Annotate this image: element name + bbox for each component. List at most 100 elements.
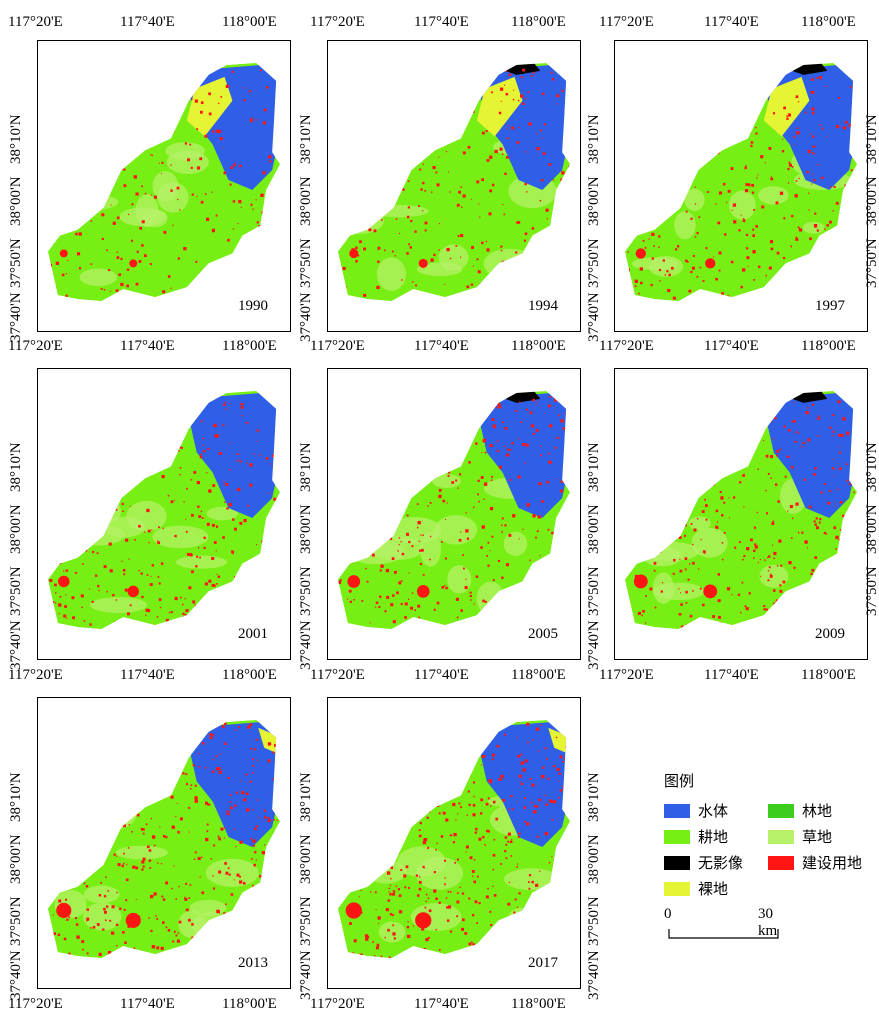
built-up-pixel <box>238 726 241 728</box>
built-up-pixel <box>662 259 665 262</box>
built-up-pixel <box>518 538 520 540</box>
built-up-pixel <box>416 894 420 897</box>
built-up-pixel <box>96 923 100 926</box>
built-up-pixel <box>488 212 492 216</box>
built-up-pixel <box>831 238 834 241</box>
built-up-pixel <box>768 146 772 150</box>
built-up-pixel <box>626 197 629 200</box>
built-up-pixel <box>443 108 447 112</box>
built-up-pixel <box>264 816 267 819</box>
built-up-pixel <box>508 881 510 884</box>
built-up-pixel <box>486 829 489 833</box>
built-up-pixel <box>765 512 769 515</box>
y-tick-label: 38°10'N <box>8 114 24 164</box>
built-up-pixel <box>179 466 182 469</box>
built-up-pixel <box>743 506 745 508</box>
built-up-pixel <box>201 517 204 519</box>
built-up-pixel <box>116 743 120 747</box>
built-up-pixel <box>393 937 396 940</box>
built-up-pixel <box>824 482 827 485</box>
built-up-pixel <box>342 266 346 271</box>
land-use-map <box>337 62 571 302</box>
built-up-pixel <box>185 609 189 613</box>
built-up-pixel <box>746 256 750 260</box>
built-up-pixel <box>566 518 569 521</box>
built-up-pixel <box>742 397 746 401</box>
built-up-pixel <box>669 153 673 157</box>
built-up-pixel <box>134 723 137 727</box>
town-cluster <box>127 585 139 598</box>
built-up-pixel <box>256 429 260 432</box>
built-up-pixel <box>699 266 702 269</box>
built-up-pixel <box>127 925 131 928</box>
built-up-pixel <box>827 274 830 277</box>
built-up-pixel <box>692 543 694 546</box>
built-up-pixel <box>151 564 155 567</box>
built-up-pixel <box>779 589 783 593</box>
built-up-pixel <box>267 819 271 823</box>
built-up-pixel <box>539 870 541 872</box>
built-up-pixel <box>776 450 779 453</box>
built-up-pixel <box>194 604 198 608</box>
built-up-pixel <box>344 780 346 782</box>
built-up-pixel <box>466 757 469 760</box>
built-up-pixel <box>192 739 197 743</box>
built-up-pixel <box>160 562 164 565</box>
built-up-pixel <box>554 725 558 728</box>
built-up-pixel <box>89 623 92 626</box>
built-up-pixel <box>82 404 87 409</box>
built-up-pixel <box>351 153 354 156</box>
built-up-pixel <box>498 111 502 115</box>
built-up-pixel <box>192 600 196 604</box>
built-up-pixel <box>431 104 434 107</box>
built-up-pixel <box>184 613 187 616</box>
built-up-pixel <box>476 89 478 92</box>
built-up-pixel <box>392 892 395 896</box>
built-up-pixel <box>395 484 399 488</box>
built-up-pixel <box>796 127 798 129</box>
built-up-pixel <box>523 239 527 242</box>
built-up-pixel <box>347 515 351 520</box>
y-tick-label: 38°00'N <box>586 504 602 554</box>
x-tick-label: 118°00'E <box>222 338 277 354</box>
built-up-pixel <box>267 531 270 534</box>
built-up-pixel <box>846 618 850 622</box>
built-up-pixel <box>821 618 824 621</box>
built-up-pixel <box>510 840 513 844</box>
built-up-pixel <box>791 166 794 168</box>
y-tick-label: 38°10'N <box>298 772 314 822</box>
built-up-pixel <box>241 791 245 795</box>
built-up-pixel <box>684 459 686 461</box>
built-up-pixel <box>767 555 771 558</box>
built-up-pixel <box>445 74 448 76</box>
built-up-pixel <box>279 744 281 748</box>
built-up-pixel <box>821 176 824 180</box>
built-up-pixel <box>238 200 242 204</box>
built-up-pixel <box>491 942 496 946</box>
built-up-pixel <box>442 811 446 815</box>
built-up-pixel <box>219 956 223 959</box>
built-up-pixel <box>438 901 441 904</box>
built-up-pixel <box>255 199 257 201</box>
built-up-pixel <box>408 128 410 130</box>
built-up-pixel <box>690 522 693 525</box>
built-up-pixel <box>775 405 777 407</box>
built-up-pixel <box>170 795 174 799</box>
built-up-pixel <box>245 792 249 796</box>
built-up-pixel <box>241 241 245 245</box>
built-up-pixel <box>653 539 656 542</box>
built-up-pixel <box>246 462 248 464</box>
built-up-pixel <box>240 402 244 406</box>
built-up-pixel <box>401 821 405 825</box>
built-up-pixel <box>196 480 201 485</box>
built-up-pixel <box>141 860 145 864</box>
built-up-pixel <box>161 475 165 479</box>
built-up-pixel <box>406 821 408 823</box>
grassland-patch <box>643 154 693 170</box>
built-up-pixel <box>206 830 209 833</box>
built-up-pixel <box>235 254 238 257</box>
built-up-pixel <box>748 449 751 452</box>
built-up-pixel <box>782 256 786 260</box>
built-up-pixel <box>635 511 637 513</box>
y-tick-label: 37°40'N <box>298 292 314 342</box>
